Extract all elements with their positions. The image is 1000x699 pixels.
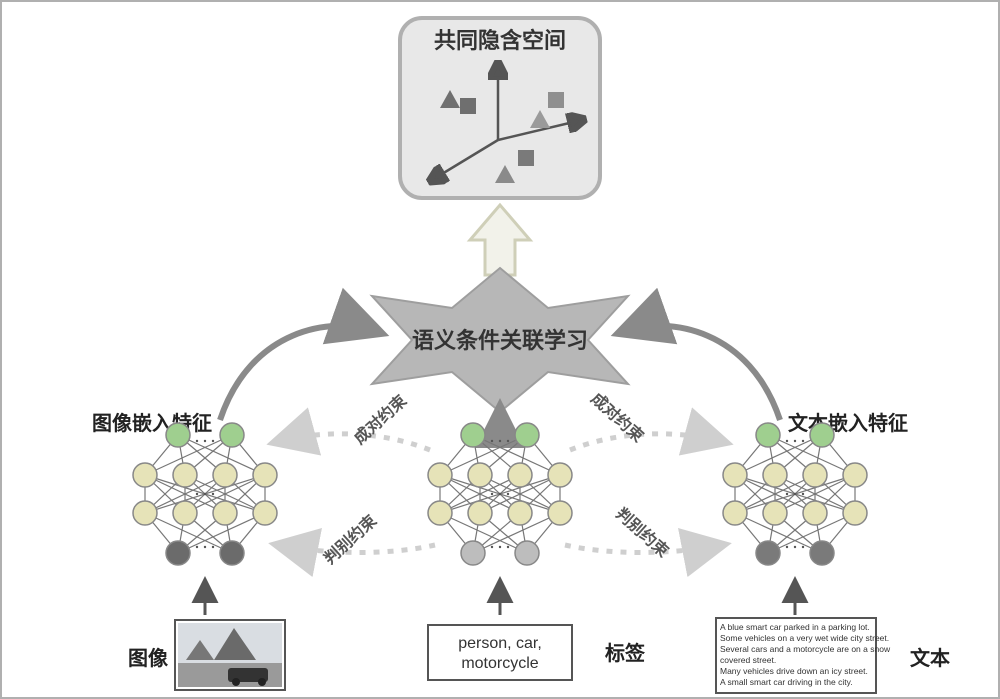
left-solid-arrow: [220, 326, 378, 420]
svg-text:Many vehicles drive down an ic: Many vehicles drive down an icy street.: [720, 666, 868, 676]
diagram-root: 共同隐含空间: [0, 0, 1000, 699]
disc-left-label: 判别约束: [320, 510, 381, 568]
text-input-label: 文本: [910, 646, 950, 670]
left-side-title: 图像嵌入特征: [92, 411, 212, 435]
svg-text:Some vehicles on a very wet wi: Some vehicles on a very wet wide city st…: [720, 633, 889, 643]
tags-input: person, car, motorcycle 标签: [428, 625, 646, 680]
pair-right-label: 成对约束: [587, 389, 648, 447]
networks: [133, 423, 867, 565]
star-label: 语义条件关联学习: [412, 328, 588, 353]
star-module: 语义条件关联学习: [372, 268, 628, 412]
tags-line-1: person, car,: [458, 635, 542, 652]
latent-space: 共同隐含空间: [400, 18, 600, 198]
big-up-arrow: [470, 205, 530, 275]
tags-input-label: 标签: [605, 641, 646, 665]
latent-title: 共同隐含空间: [434, 28, 566, 53]
image-input: 图像: [128, 620, 285, 690]
tags-line-2: motorcycle: [461, 655, 538, 672]
text-input: A blue smart car parked in a parking lot…: [716, 618, 950, 693]
svg-text:A blue smart car parked in a p: A blue smart car parked in a parking lot…: [720, 622, 870, 632]
svg-text:Several cars and a motorcycle: Several cars and a motorcycle are on a s…: [720, 644, 891, 654]
image-input-label: 图像: [128, 646, 169, 670]
right-side-title: 文本嵌入特征: [788, 411, 908, 435]
right-solid-arrow: [622, 326, 780, 420]
svg-text:covered street.: covered street.: [720, 655, 776, 665]
svg-text:A small smart car driving in t: A small smart car driving in the city.: [720, 677, 853, 687]
